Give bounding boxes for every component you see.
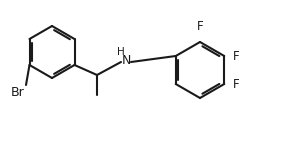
Text: F: F: [233, 78, 240, 90]
Text: F: F: [233, 50, 240, 62]
Text: N: N: [122, 55, 131, 67]
Text: Br: Br: [11, 85, 25, 98]
Text: H: H: [117, 47, 125, 57]
Text: F: F: [197, 20, 203, 33]
